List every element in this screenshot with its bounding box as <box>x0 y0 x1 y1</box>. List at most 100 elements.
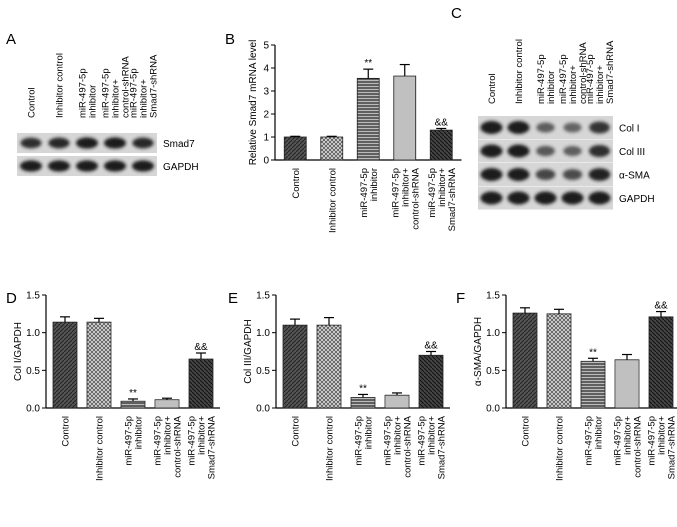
protein-band <box>507 191 530 205</box>
significance-marker: && <box>654 301 668 312</box>
protein-band <box>48 137 70 149</box>
bar-inhibitor-control <box>316 324 342 409</box>
y-tick-label: 0.0 <box>26 404 40 415</box>
lane-label: miR-497-5pinhibitor <box>536 54 557 104</box>
panel-letter-c: C <box>451 5 462 22</box>
panel-letter-f: F <box>456 290 465 307</box>
x-tick-label: miR-497-5pinhibitor+control-shRNA <box>613 415 644 477</box>
band-label-gapdh: GAPDH <box>163 162 199 173</box>
x-tick-label: Inhibitor control <box>95 416 106 481</box>
y-tick-label: 0 <box>263 156 269 167</box>
significance-marker: && <box>194 342 208 353</box>
band-label-smad7: Smad7 <box>163 139 195 150</box>
significance-marker: ** <box>129 388 137 399</box>
protein-band <box>534 191 557 205</box>
protein-band <box>132 137 154 149</box>
y-tick-label: 0.0 <box>486 404 500 415</box>
bar-mir-497-5p-inhibitor <box>580 360 606 409</box>
western-blot-a: Smad7 GAPDH Control Inhibitor control miR-49… <box>17 53 199 176</box>
band-label-col-i: Col I <box>619 124 640 135</box>
x-tick-label: Control <box>61 416 72 447</box>
lane-label: Inhibitor control <box>514 39 525 104</box>
protein-band <box>48 160 70 172</box>
y-axis-label: α-SMA/GAPDH <box>473 317 484 386</box>
y-tick-label: 3 <box>263 87 269 98</box>
x-tick-label: miR-497-5pinhibitor <box>584 416 605 466</box>
x-tick-label: miR-497-5pinhibitor <box>354 416 375 466</box>
bar-mir-497-5p-inhibitor-control-shrna <box>384 394 410 409</box>
x-tick-label: Control <box>291 168 302 199</box>
x-tick-label: Control <box>291 416 302 447</box>
bar-control <box>512 312 538 409</box>
protein-band <box>562 169 583 180</box>
protein-band <box>588 168 611 181</box>
x-tick-label: miR-497-5pinhibitor+control-shRNA <box>383 415 414 477</box>
y-tick-label: 1.0 <box>486 328 500 339</box>
x-tick-label: Inhibitor control <box>327 168 338 233</box>
band-label-col-iii: Col III <box>619 147 645 158</box>
bar-mir-497-5p-inhibitor <box>120 400 146 409</box>
protein-band <box>20 137 42 149</box>
lane-label: Control <box>487 73 498 104</box>
y-tick-label: 1.5 <box>256 291 270 302</box>
protein-band <box>76 160 98 172</box>
protein-band <box>589 121 610 134</box>
protein-band <box>535 168 556 181</box>
panel-letter-d: D <box>6 290 17 307</box>
significance-marker: ** <box>359 383 367 394</box>
x-tick-label: miR-497-5pinhibitor <box>124 416 145 466</box>
protein-band <box>104 137 126 149</box>
y-tick-label: 1.0 <box>256 328 270 339</box>
y-axis-label: Col I/GAPDH <box>13 322 24 381</box>
significance-marker: && <box>435 117 449 128</box>
significance-marker: ** <box>589 347 597 358</box>
protein-band <box>588 191 611 205</box>
protein-band <box>561 191 584 205</box>
x-tick-label: Control <box>521 416 532 447</box>
protein-band <box>480 121 503 134</box>
bar-chart-d: 0.0 0.5 1.0 1.5 Col I/GAPDH Control Inhibitor … <box>13 291 220 481</box>
lane-label: Inhibitor control <box>55 53 66 118</box>
protein-band <box>507 144 530 158</box>
lane-label: Control <box>27 87 38 118</box>
band-label-gapdh: GAPDH <box>619 194 655 205</box>
y-tick-label: 1 <box>263 133 269 144</box>
panel-letter-a: A <box>6 31 16 48</box>
y-tick-label: 1.5 <box>486 291 500 302</box>
bar-inhibitor-control <box>320 136 344 161</box>
protein-band <box>507 168 530 181</box>
lane-label: miR-497-5pinhibitor <box>78 68 99 118</box>
x-tick-label: miR-497-5pinhibitor+Smad7-shRNA <box>647 415 677 479</box>
x-tick-label: miR-497-5pinhibitor+Smad7-shRNA <box>417 415 448 479</box>
bar-chart-e: 0.0 0.5 1.0 1.5 Col III/GAPDH Control Inhibito… <box>243 291 450 481</box>
bar-mir-497-5p-inhibitor <box>350 397 376 409</box>
protein-band <box>76 137 98 149</box>
panel-letter-b: B <box>225 31 235 48</box>
bar-inhibitor-control <box>546 313 572 409</box>
y-tick-label: 5 <box>263 41 269 52</box>
protein-band <box>132 160 154 172</box>
protein-band <box>507 121 530 134</box>
bar-mir-497-5p-inhibitor-smad7-shrna <box>418 354 444 409</box>
bar-mir-497-5p-inhibitor-control-shrna <box>614 359 640 409</box>
y-tick-label: 0.5 <box>256 366 270 377</box>
bar-mir-497-5p-inhibitor-smad7-shrna <box>188 358 214 409</box>
lane-label: miR-497-5pinhibitor+control-shRNA <box>558 42 589 104</box>
bar-mir-497-5p-inhibitor <box>356 77 380 161</box>
y-tick-label: 0.5 <box>26 366 40 377</box>
protein-band <box>480 168 503 181</box>
bar-mir-497-5p-inhibitor-smad7-shrna <box>429 129 453 161</box>
y-tick-label: 1.0 <box>26 328 40 339</box>
significance-marker: ** <box>364 58 372 69</box>
lane-label: miR-497-5pinhibitor+Smad7-shRNA <box>129 54 160 118</box>
protein-band <box>104 160 126 172</box>
bar-control <box>52 321 78 409</box>
bar-control <box>283 136 307 161</box>
protein-band <box>588 144 611 158</box>
bar-control <box>282 324 308 409</box>
bar-chart-b: 0 1 2 3 4 5 Relative Smad7 mRNA level Control In… <box>248 40 462 233</box>
x-tick-label: miR-497-5pinhibitor+control-shRNA <box>153 415 184 477</box>
y-tick-label: 2 <box>263 110 269 121</box>
protein-band <box>563 145 582 157</box>
